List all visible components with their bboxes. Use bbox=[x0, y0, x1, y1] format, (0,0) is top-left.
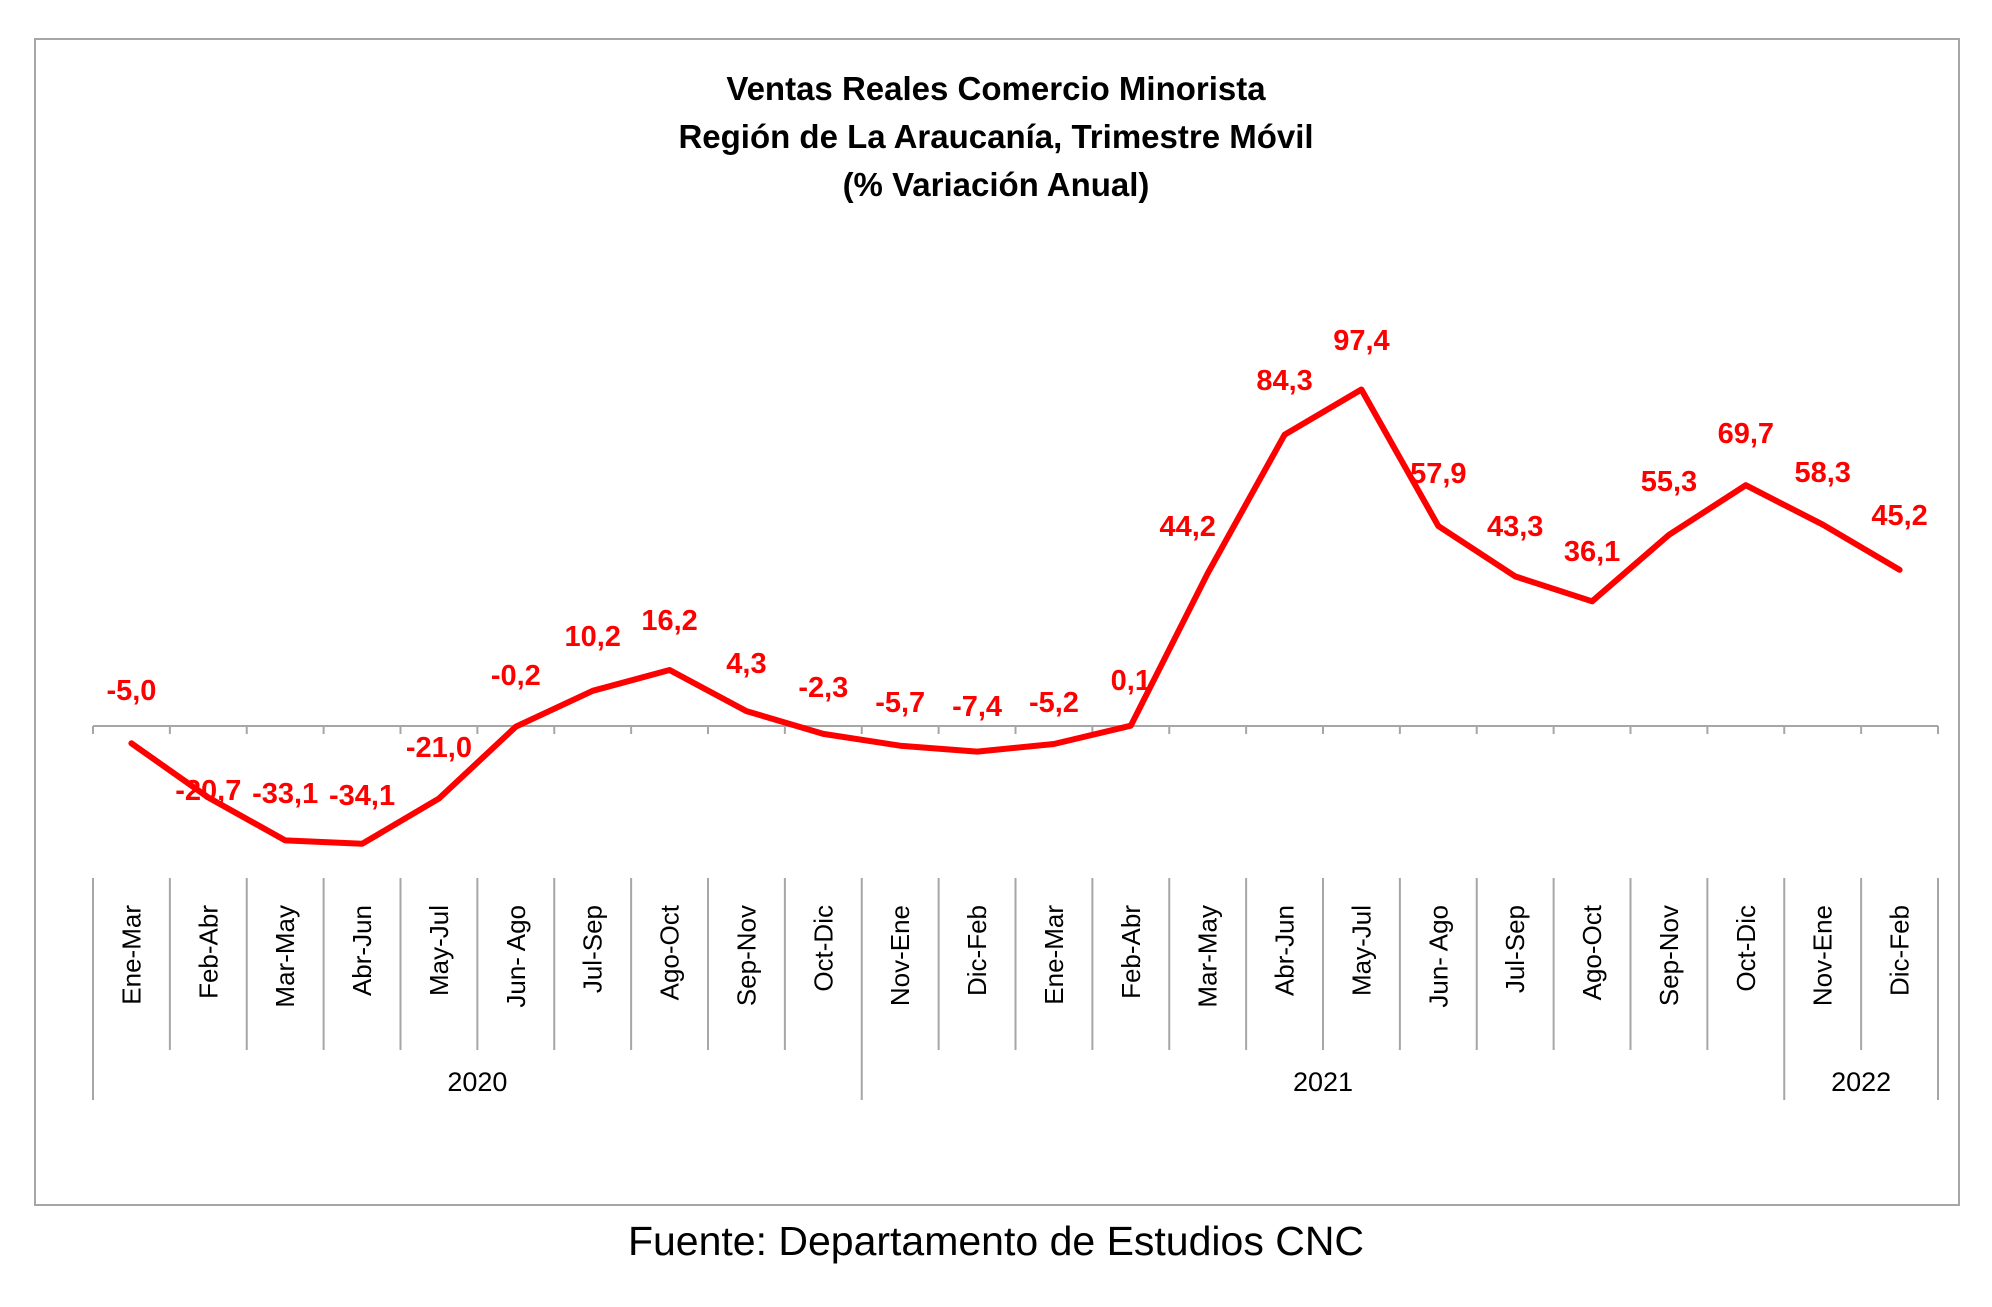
year-label-2020: 2020 bbox=[447, 1067, 507, 1097]
data-label: -34,1 bbox=[329, 780, 395, 812]
data-label: -5,7 bbox=[875, 687, 925, 719]
x-tick-label: Jul-Sep bbox=[1500, 905, 1530, 993]
x-tick-label: Sep-Nov bbox=[731, 905, 761, 1006]
year-label-2022: 2022 bbox=[1831, 1067, 1891, 1097]
x-tick-label: Jun- Ago bbox=[501, 905, 531, 1008]
x-tick-label: Ago-Oct bbox=[1577, 904, 1607, 1000]
data-label: 57,9 bbox=[1410, 458, 1466, 490]
data-labels: -5,0-20,7 -33,1 -34,1-21,0-0,210,2 16,24,3-… bbox=[106, 325, 1927, 812]
x-tick-label: Abr-Jun bbox=[347, 905, 377, 996]
x-tick-label: Sep-Nov bbox=[1654, 905, 1684, 1006]
x-tick-label: May-Jul bbox=[424, 905, 454, 996]
x-tick-label: Nov-Ene bbox=[885, 905, 915, 1006]
data-label: -33,1 bbox=[252, 778, 318, 810]
chart-title-line-3: (% Variación Anual) bbox=[843, 166, 1150, 203]
x-tick-label: Mar-May bbox=[270, 905, 300, 1008]
x-tick-label: Ene-Mar bbox=[1039, 905, 1069, 1005]
data-label: 0,1 bbox=[1111, 665, 1151, 697]
x-tick-label: Oct-Dic bbox=[808, 905, 838, 992]
x-tick-label: Ene-Mar bbox=[116, 905, 146, 1005]
data-label: -20,7 bbox=[175, 775, 241, 807]
data-label: -0,2 bbox=[491, 660, 541, 692]
data-label: 58,3 bbox=[1794, 457, 1850, 489]
x-tick-label: Nov-Ene bbox=[1808, 905, 1838, 1006]
data-label: 43,3 bbox=[1487, 511, 1543, 543]
chart-title-line-1: Ventas Reales Comercio Minorista bbox=[726, 70, 1266, 107]
x-tick-label: Mar-May bbox=[1193, 905, 1223, 1008]
x-tick-label: Dic-Feb bbox=[962, 905, 992, 996]
series-line-group bbox=[128, 386, 1903, 847]
chart-title: Ventas Reales Comercio Minorista Región d… bbox=[678, 70, 1313, 203]
x-axis: Ene-Mar Feb-Abr Mar-May Abr-Jun May-Jul Jun- … bbox=[92, 725, 1939, 1100]
x-tick-label: Abr-Jun bbox=[1270, 905, 1300, 996]
data-label: 16,2 bbox=[641, 605, 697, 637]
data-label: -5,0 bbox=[106, 675, 156, 707]
x-tick-label: Feb-Abr bbox=[193, 905, 223, 999]
data-label: 69,7 bbox=[1718, 418, 1774, 450]
series-line bbox=[128, 386, 1903, 847]
data-label: -21,0 bbox=[406, 732, 472, 764]
x-tick-label: Oct-Dic bbox=[1731, 905, 1761, 992]
x-tick-label: Dic-Feb bbox=[1885, 905, 1915, 996]
x-tick-label: Ago-Oct bbox=[655, 904, 685, 1000]
x-tick-label: Jun- Ago bbox=[1423, 905, 1453, 1008]
data-label: -5,2 bbox=[1029, 687, 1079, 719]
chart-svg: Ventas Reales Comercio Minorista Región d… bbox=[92, 70, 1939, 1100]
data-label: 44,2 bbox=[1159, 511, 1215, 543]
x-tick-label: May-Jul bbox=[1346, 905, 1376, 996]
source-note: Fuente: Departamento de Estudios CNC bbox=[627, 1218, 1365, 1264]
data-label: -7,4 bbox=[952, 691, 1002, 723]
data-label: 4,3 bbox=[726, 648, 766, 680]
data-label: 84,3 bbox=[1256, 365, 1312, 397]
data-label: -2,3 bbox=[798, 672, 848, 704]
chart-frame bbox=[34, 38, 1960, 1206]
data-label: 36,1 bbox=[1564, 536, 1620, 568]
chart-title-line-2: Región de La Araucanía, Trimestre Móvil bbox=[678, 118, 1313, 155]
data-label: 97,4 bbox=[1333, 325, 1389, 357]
data-label: 45,2 bbox=[1871, 500, 1927, 532]
data-label: 10,2 bbox=[564, 621, 620, 653]
year-label-2021: 2021 bbox=[1293, 1067, 1353, 1097]
x-tick-label: Jul-Sep bbox=[578, 905, 608, 993]
data-label: 55,3 bbox=[1641, 466, 1697, 498]
x-tick-label: Feb-Abr bbox=[1116, 905, 1146, 999]
